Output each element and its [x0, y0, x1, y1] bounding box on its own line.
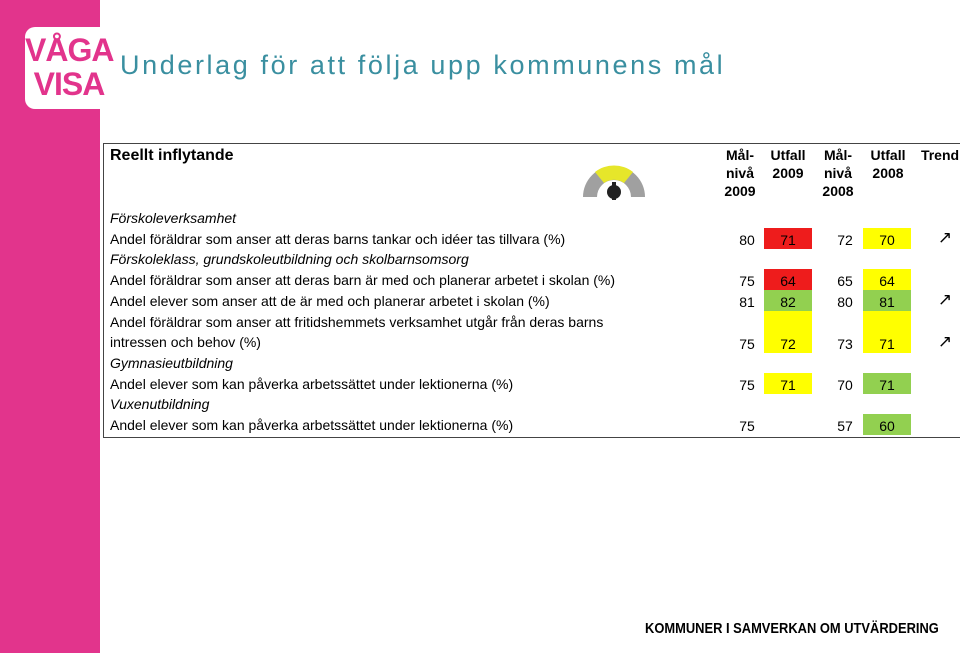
section-label: Förskoleverksamhet — [110, 210, 237, 226]
value-cell: 70 — [863, 228, 911, 249]
value-cell: 75 — [739, 418, 755, 434]
value-cell: 80 — [739, 232, 755, 248]
trend-arrow: ↗ — [937, 228, 953, 247]
logo-text: VÅGA — [25, 32, 114, 68]
value-cell: 57 — [837, 418, 853, 434]
value-cell — [764, 414, 812, 435]
value-cell: 71 — [863, 311, 911, 353]
row-label: Andel föräldrar som anser att deras barn… — [110, 272, 616, 288]
value-cell: 71 — [764, 228, 812, 249]
logo-text: VISA — [33, 66, 106, 102]
value-cell: 72 — [764, 311, 812, 353]
value-cell: 75 — [739, 377, 755, 393]
value-cell: 73 — [837, 336, 853, 352]
value-cell: 71 — [764, 373, 812, 394]
row-label: Andel elever som anser att de är med och… — [110, 293, 550, 309]
value-cell: 70 — [837, 377, 853, 393]
trend-arrow: ↗ — [937, 332, 953, 351]
value-cell: 82 — [764, 290, 812, 311]
value-cell: 71 — [863, 373, 911, 394]
row-label: Andel elever som kan påverka arbetssätte… — [110, 417, 514, 433]
title: Underlag för att följa upp kommunens mål — [120, 50, 726, 80]
row-label: Andel föräldrar som anser att fritidshem… — [110, 314, 604, 350]
column-header: Trend — [920, 147, 960, 163]
column-header: Mål- nivå 2008 — [822, 147, 854, 199]
column-header: Utfall 2008 — [870, 147, 906, 181]
value-cell: 81 — [739, 294, 755, 310]
value-cell: 60 — [863, 414, 911, 435]
row-label: Andel elever som kan påverka arbetssätte… — [110, 376, 514, 392]
column-header: Utfall 2009 — [770, 147, 806, 181]
footer: KOMMUNER I SAMVERKAN OM UTVÄRDERING — [645, 620, 939, 637]
value-cell: 81 — [863, 290, 911, 311]
value-cell: 64 — [863, 269, 911, 290]
value-cell: 65 — [837, 273, 853, 289]
gauge-icon — [583, 165, 645, 200]
logo: VÅGA VISA — [25, 27, 114, 109]
value-cell: 72 — [837, 232, 853, 248]
table-frame — [103, 143, 960, 438]
value-cell: 75 — [739, 273, 755, 289]
section-label: Förskoleklass, grundskoleutbildning och … — [110, 251, 469, 267]
row-label: Andel föräldrar som anser att deras barn… — [110, 231, 566, 247]
value-cell: 75 — [739, 336, 755, 352]
value-cell: 80 — [837, 294, 853, 310]
column-header: Mål- nivå 2009 — [724, 147, 756, 199]
section-label: Vuxenutbildning — [110, 396, 210, 412]
value-cell: 64 — [764, 269, 812, 290]
section-label: Gymnasieutbildning — [110, 355, 233, 371]
trend-arrow: ↗ — [937, 290, 953, 309]
table-heading: Reellt inflytande — [110, 147, 234, 164]
